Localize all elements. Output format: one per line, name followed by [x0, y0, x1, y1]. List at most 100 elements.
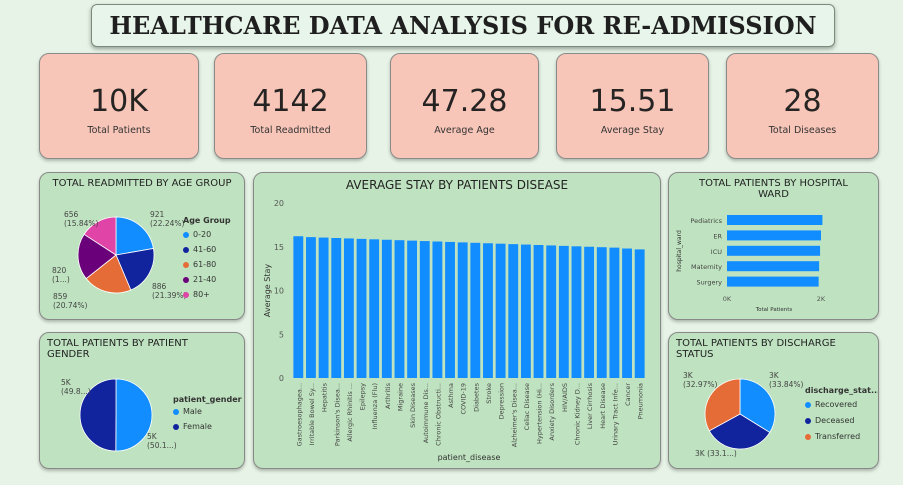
discharge-status-pie[interactable] — [669, 333, 878, 468]
x-tick-label: Migraine — [396, 383, 404, 411]
x-tick-label: Urinary Tract Infe... — [611, 383, 619, 445]
kpi-card-total-readmitted[interactable]: 4142 Total Readmitted — [214, 53, 367, 159]
x-tick-label: Pneumonia — [637, 383, 645, 419]
bar-5[interactable] — [356, 238, 367, 378]
x-tick-label: Chronic Kidney D... — [573, 383, 581, 445]
ward-bar-2[interactable] — [727, 245, 821, 256]
bar-10[interactable] — [419, 241, 430, 378]
age-pie-slice-4[interactable] — [83, 216, 117, 256]
legend-item[interactable]: 41-60 — [183, 245, 216, 254]
x-tick-label: Alzheimer's Disea... — [510, 383, 518, 447]
gender-pie[interactable] — [40, 333, 244, 468]
average-stay-chart-title: AVERAGE STAY BY PATIENTS DISEASE — [345, 178, 569, 192]
y-axis-label: Average Stay — [263, 264, 272, 318]
age-group-pie[interactable] — [40, 173, 244, 319]
legend-item[interactable]: 0-20 — [183, 230, 211, 239]
bar-8[interactable] — [394, 240, 405, 378]
bar-26[interactable] — [622, 248, 632, 379]
kpi-card-total-diseases[interactable]: 28 Total Diseases — [726, 53, 879, 159]
pie-label: 921 (22.24%) — [150, 210, 185, 228]
x-tick-label: Influenza (Flu) — [371, 383, 379, 430]
gender-chart-title: TOTAL PATIENTS BY PATIENT GENDER — [47, 338, 188, 360]
legend-item[interactable]: Male — [173, 407, 202, 416]
pie-label: 820 (1...) — [52, 266, 70, 284]
bar-1[interactable] — [306, 237, 316, 378]
gender-pie-slice-1[interactable] — [79, 378, 117, 452]
ward-bar-3[interactable] — [727, 261, 820, 272]
age-group-chart-card[interactable]: TOTAL READMITTED BY AGE GROUP 921 (22.24%… — [39, 172, 245, 320]
y-axis-label: hospital_ward — [676, 230, 683, 272]
bar-0[interactable] — [293, 236, 304, 378]
ward-category-label: ICU — [711, 248, 722, 256]
age-pie-slice-2[interactable] — [85, 254, 132, 294]
bar-22[interactable] — [571, 246, 582, 378]
discharge-pie-slice-2[interactable] — [704, 378, 741, 432]
bar-11[interactable] — [432, 241, 443, 379]
x-tick-label: COVID-19 — [460, 383, 468, 415]
x-axis-label: patient_disease — [438, 453, 501, 462]
x-tick-label: Anxiety Disorders — [548, 382, 556, 440]
bar-17[interactable] — [508, 244, 519, 378]
legend-item[interactable]: 80+ — [183, 290, 210, 299]
bar-23[interactable] — [584, 246, 595, 378]
bar-15[interactable] — [483, 243, 493, 378]
ward-category-label: Surgery — [697, 279, 723, 287]
bar-20[interactable] — [546, 245, 557, 378]
hospital-ward-chart-card[interactable]: TOTAL PATIENTS BY HOSPITAL WARD Pediatri… — [668, 172, 879, 320]
bar-21[interactable] — [558, 245, 569, 378]
pie-label: 5K (50.1...) — [147, 432, 177, 450]
kpi-value: 4142 — [252, 84, 329, 119]
bar-25[interactable] — [609, 247, 620, 378]
kpi-value: 15.51 — [589, 84, 676, 119]
bar-6[interactable] — [369, 239, 380, 378]
bar-19[interactable] — [533, 245, 544, 378]
kpi-label: Average Age — [434, 125, 495, 136]
discharge-status-chart-card[interactable]: TOTAL PATIENTS BY DISCHARGE STATUS 3K (33… — [668, 332, 879, 469]
kpi-label: Total Readmitted — [250, 125, 331, 136]
bar-18[interactable] — [520, 244, 531, 378]
bar-3[interactable] — [331, 238, 342, 378]
age-pie-slice-0[interactable] — [115, 216, 154, 256]
x-tick-label: Depression — [498, 383, 506, 419]
average-stay-bar-chart[interactable]: 0 5 10 15 20 Gastroesophagea... Irritable Bowe… — [254, 173, 660, 468]
bar-2[interactable] — [318, 237, 329, 378]
legend-title: patient_gender — [173, 395, 242, 404]
bar-13[interactable] — [457, 242, 468, 378]
bar-12[interactable] — [445, 241, 455, 378]
legend-item[interactable]: Female — [173, 422, 212, 431]
x-tick-label: Celiac Disease — [523, 383, 531, 430]
kpi-card-average-stay[interactable]: 15.51 Average Stay — [556, 53, 709, 159]
pie-label: 3K (33.1...) — [695, 449, 737, 458]
y-tick-label: 5 — [279, 330, 284, 339]
x-tick-label: Diabetes — [472, 382, 480, 411]
bar-4[interactable] — [343, 238, 354, 378]
gender-pie-slice-0[interactable] — [115, 378, 153, 452]
gender-chart-card[interactable]: TOTAL PATIENTS BY PATIENT GENDER 5K (50.1… — [39, 332, 245, 469]
kpi-card-total-patients[interactable]: 10K Total Patients — [39, 53, 199, 159]
kpi-label: Average Stay — [600, 125, 665, 136]
kpi-card-average-age[interactable]: 47.28 Average Age — [390, 53, 539, 159]
bar-7[interactable] — [381, 239, 392, 378]
pie-label: 859 (20.74%) — [53, 292, 88, 310]
legend-item[interactable]: Deceased — [805, 416, 854, 425]
bar-14[interactable] — [470, 242, 481, 378]
legend-item[interactable]: Recovered — [805, 400, 857, 409]
x-tick-label: Cancer — [624, 383, 632, 406]
legend-item[interactable]: 21-40 — [183, 275, 216, 284]
legend-item[interactable]: 61-80 — [183, 260, 216, 269]
bar-9[interactable] — [407, 240, 418, 378]
age-pie-slice-3[interactable] — [77, 233, 117, 280]
pie-label: 3K (33.84%) — [769, 371, 804, 389]
average-stay-chart-card[interactable]: AVERAGE STAY BY PATIENTS DISEASE 0 5 10 15 2… — [253, 172, 661, 469]
hospital-ward-chart-title: TOTAL PATIENTS BY HOSPITAL WARD — [699, 178, 848, 200]
bar-27[interactable] — [634, 249, 645, 378]
legend-item[interactable]: Transferred — [805, 432, 860, 441]
age-pie-slice-1[interactable] — [115, 247, 155, 291]
ward-bar-0[interactable] — [727, 215, 823, 225]
y-tick-label: 0 — [279, 374, 284, 383]
ward-bar-4[interactable] — [727, 276, 819, 287]
bar-24[interactable] — [596, 247, 607, 378]
bar-16[interactable] — [495, 243, 506, 378]
ward-bar-1[interactable] — [727, 230, 821, 241]
